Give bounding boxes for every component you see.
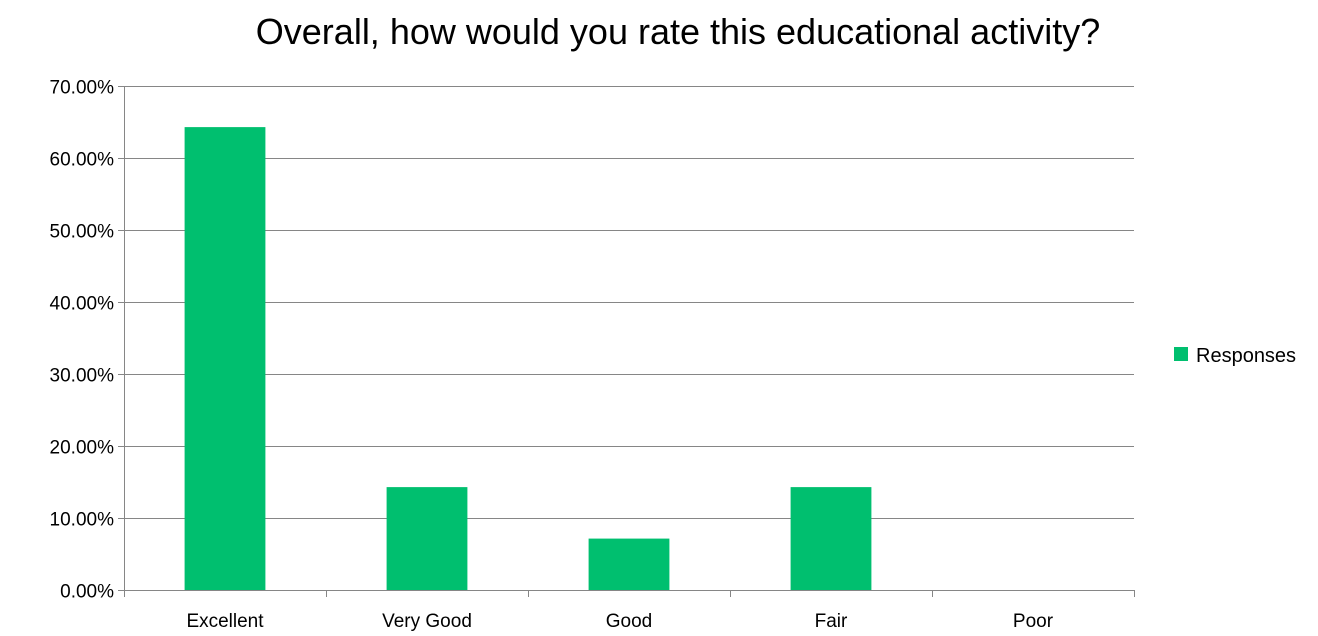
- bar-fair: [790, 487, 872, 590]
- legend-swatch-responses: [1174, 347, 1188, 361]
- y-tick-label: 40.00%: [50, 294, 115, 315]
- y-tick-label: 60.00%: [50, 150, 115, 171]
- y-tick-label: 30.00%: [50, 366, 115, 387]
- x-tick-label: Good: [606, 611, 652, 632]
- y-tick-label: 20.00%: [50, 438, 115, 459]
- x-tick-label: Excellent: [186, 611, 264, 632]
- y-tick-label: 70.00%: [50, 78, 115, 99]
- y-tick-label: 10.00%: [50, 510, 115, 531]
- legend: Responses: [1174, 345, 1296, 367]
- bar-very-good: [386, 487, 468, 590]
- x-tick-label: Very Good: [382, 611, 472, 632]
- x-tick-label: Poor: [1013, 611, 1054, 632]
- legend-label-responses: Responses: [1196, 345, 1296, 367]
- axes: [118, 86, 1135, 597]
- x-axis-tick-labels: Excellent Very Good Good Fair Poor: [186, 611, 1053, 632]
- bar-excellent: [184, 127, 266, 590]
- gridlines: [124, 86, 1134, 519]
- y-axis-tick-labels: 0.00% 10.00% 20.00% 30.00% 40.00% 50.00% 60.00…: [50, 78, 115, 603]
- bars: [184, 127, 872, 590]
- y-tick-label: 0.00%: [60, 582, 114, 603]
- x-tick-label: Fair: [815, 611, 848, 632]
- chart-title: Overall, how would you rate this educati…: [256, 11, 1100, 52]
- y-tick-label: 50.00%: [50, 222, 115, 243]
- bar-good: [588, 538, 670, 590]
